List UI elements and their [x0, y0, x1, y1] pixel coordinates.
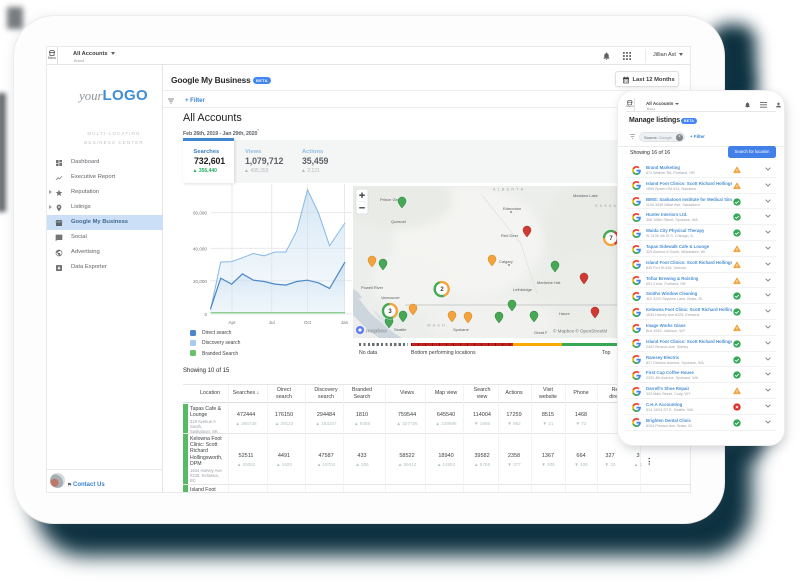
svg-text:0: 0 [204, 312, 207, 317]
svg-text:W A S H .: W A S H . [427, 324, 449, 328]
svg-text:Powell River: Powell River [361, 285, 384, 290]
svg-text:Spokane: Spokane [453, 327, 470, 332]
svg-text:Jul: Jul [269, 320, 275, 325]
svg-text:Vancouver: Vancouver [381, 295, 400, 300]
svg-text:Meadow Lake: Meadow Lake [573, 193, 599, 198]
svg-text:20,000: 20,000 [193, 279, 207, 284]
svg-text:Jan: Jan [341, 320, 349, 325]
svg-text:Seattle: Seattle [394, 327, 407, 332]
svg-text:60,000: 60,000 [193, 211, 207, 216]
svg-text:Great F: Great F [534, 330, 548, 335]
svg-text:A L B E R T A: A L B E R T A [493, 188, 524, 192]
svg-text:mapbox: mapbox [366, 329, 388, 335]
svg-text:S A S K A: S A S K A [595, 204, 617, 208]
svg-text:Quesnel: Quesnel [391, 219, 406, 224]
svg-text:Lethbridge: Lethbridge [513, 287, 533, 292]
svg-text:3: 3 [388, 309, 392, 315]
svg-text:© Mapbox © OpenStreetM: © Mapbox © OpenStreetM [553, 328, 607, 334]
svg-text:Medicine Hat: Medicine Hat [537, 280, 561, 285]
svg-text:Edmonton: Edmonton [503, 206, 521, 211]
svg-text:7: 7 [609, 236, 613, 242]
svg-text:40,000: 40,000 [193, 246, 207, 251]
svg-text:Calgary: Calgary [499, 259, 513, 264]
svg-text:Havre: Havre [559, 311, 570, 316]
svg-text:Red Deer: Red Deer [501, 233, 519, 238]
svg-text:Apr: Apr [228, 320, 236, 325]
svg-text:Oct: Oct [304, 320, 312, 325]
svg-text:2: 2 [440, 287, 444, 293]
svg-text:Prince George: Prince George [380, 197, 407, 202]
